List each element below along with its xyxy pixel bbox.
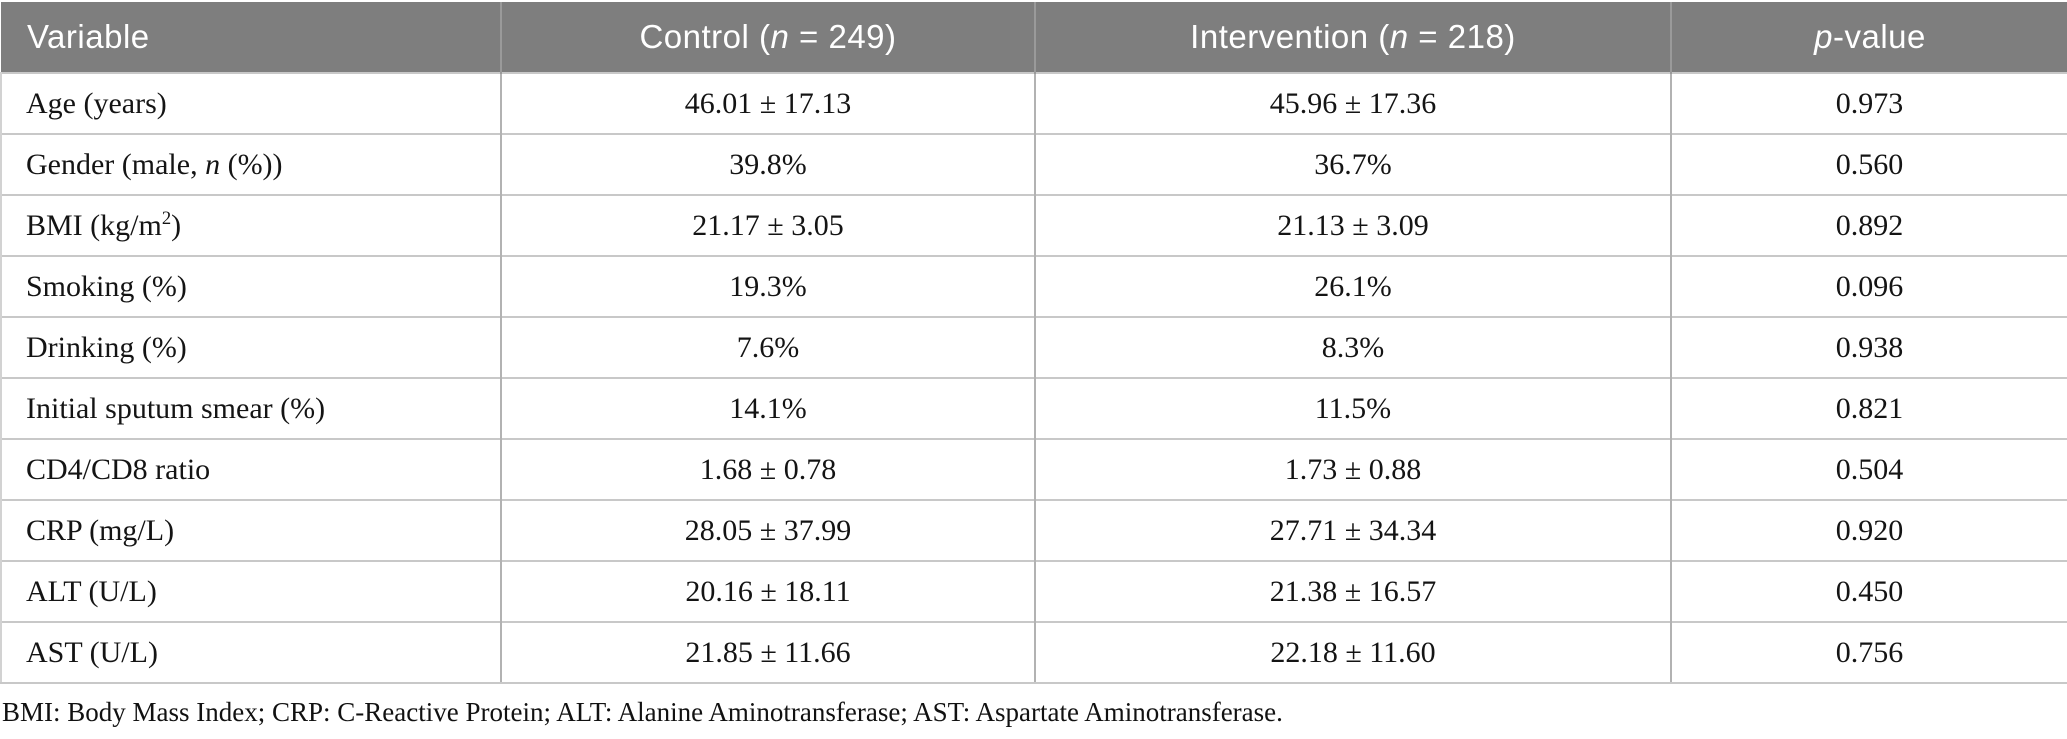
- control-value-cell: 39.8%: [500, 133, 1035, 195]
- column-header-p-value: p-value: [1670, 2, 2067, 73]
- intervention-value-cell: 11.5%: [1034, 377, 1671, 439]
- table-row: Age (years) 46.01 ± 17.13 45.96 ± 17.36 …: [0, 72, 2067, 134]
- control-value-cell: 19.3%: [500, 255, 1035, 317]
- column-header-control: Control (n = 249): [500, 2, 1035, 73]
- column-header-intervention: Intervention (n = 218): [1034, 2, 1671, 73]
- p-value-cell: 0.892: [1670, 194, 2067, 256]
- intervention-value-cell: 26.1%: [1034, 255, 1671, 317]
- header-row: Variable Control (n = 249) Intervention …: [1, 2, 2067, 73]
- variable-cell: Drinking (%): [0, 316, 501, 378]
- control-value-cell: 14.1%: [500, 377, 1035, 439]
- baseline-characteristics-table: Variable Control (n = 249) Intervention …: [0, 2, 2067, 684]
- p-value-cell: 0.504: [1670, 438, 2067, 500]
- table-row: Gender (male, n (%)) 39.8% 36.7% 0.560: [0, 133, 2067, 195]
- intervention-value-cell: 21.38 ± 16.57: [1034, 560, 1671, 622]
- variable-cell: Smoking (%): [0, 255, 501, 317]
- table-row: BMI (kg/m2) 21.17 ± 3.05 21.13 ± 3.09 0.…: [0, 194, 2067, 256]
- control-value-cell: 20.16 ± 18.11: [500, 560, 1035, 622]
- table-row: Initial sputum smear (%) 14.1% 11.5% 0.8…: [0, 377, 2067, 439]
- intervention-value-cell: 21.13 ± 3.09: [1034, 194, 1671, 256]
- p-value-cell: 0.938: [1670, 316, 2067, 378]
- p-value-cell: 0.450: [1670, 560, 2067, 622]
- control-value-cell: 21.85 ± 11.66: [500, 621, 1035, 684]
- intervention-value-cell: 8.3%: [1034, 316, 1671, 378]
- variable-cell: BMI (kg/m2): [0, 194, 501, 256]
- p-value-cell: 0.560: [1670, 133, 2067, 195]
- variable-cell: Age (years): [0, 72, 501, 134]
- variable-cell: CD4/CD8 ratio: [0, 438, 501, 500]
- variable-cell: AST (U/L): [0, 621, 501, 684]
- table-row: CRP (mg/L) 28.05 ± 37.99 27.71 ± 34.34 0…: [0, 499, 2067, 561]
- control-value-cell: 7.6%: [500, 316, 1035, 378]
- intervention-value-cell: 45.96 ± 17.36: [1034, 72, 1671, 134]
- table-row: Drinking (%) 7.6% 8.3% 0.938: [0, 316, 2067, 378]
- control-value-cell: 1.68 ± 0.78: [500, 438, 1035, 500]
- table-footnote: BMI: Body Mass Index; CRP: C-Reactive Pr…: [2, 697, 1283, 727]
- variable-cell: Initial sputum smear (%): [0, 377, 501, 439]
- intervention-value-cell: 22.18 ± 11.60: [1034, 621, 1671, 684]
- variable-cell: ALT (U/L): [0, 560, 501, 622]
- control-value-cell: 21.17 ± 3.05: [500, 194, 1035, 256]
- variable-cell: Gender (male, n (%)): [0, 133, 501, 195]
- table-body: Age (years) 46.01 ± 17.13 45.96 ± 17.36 …: [0, 72, 2067, 684]
- table-row: AST (U/L) 21.85 ± 11.66 22.18 ± 11.60 0.…: [0, 621, 2067, 684]
- table-row: CD4/CD8 ratio 1.68 ± 0.78 1.73 ± 0.88 0.…: [0, 438, 2067, 500]
- table-row: Smoking (%) 19.3% 26.1% 0.096: [0, 255, 2067, 317]
- control-value-cell: 46.01 ± 17.13: [500, 72, 1035, 134]
- table-row: ALT (U/L) 20.16 ± 18.11 21.38 ± 16.57 0.…: [0, 560, 2067, 622]
- table-header: Variable Control (n = 249) Intervention …: [1, 2, 2067, 73]
- p-value-cell: 0.756: [1670, 621, 2067, 684]
- control-value-cell: 28.05 ± 37.99: [500, 499, 1035, 561]
- p-value-cell: 0.973: [1670, 72, 2067, 134]
- variable-cell: CRP (mg/L): [0, 499, 501, 561]
- intervention-value-cell: 27.71 ± 34.34: [1034, 499, 1671, 561]
- p-value-cell: 0.920: [1670, 499, 2067, 561]
- intervention-value-cell: 1.73 ± 0.88: [1034, 438, 1671, 500]
- p-value-cell: 0.096: [1670, 255, 2067, 317]
- intervention-value-cell: 36.7%: [1034, 133, 1671, 195]
- column-header-variable: Variable: [1, 2, 501, 73]
- p-value-cell: 0.821: [1670, 377, 2067, 439]
